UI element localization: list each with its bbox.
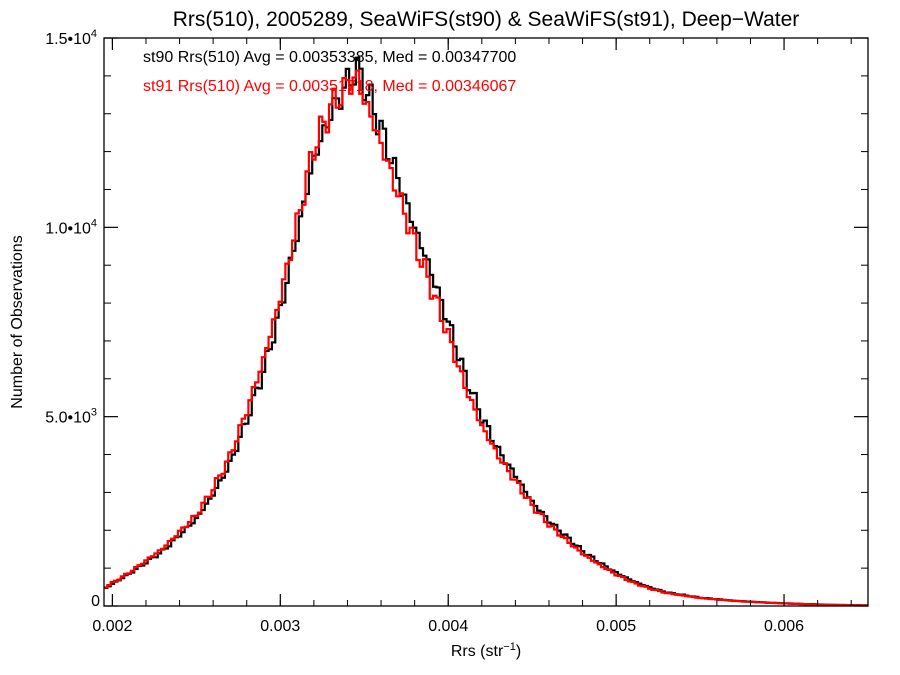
- annotation-st91: st91 Rrs(510) Avg = 0.00351718, Med = 0.…: [143, 78, 516, 95]
- x-tick-label: 0.003: [260, 618, 300, 635]
- tick-layer: 0.002 0.003 0.004 0.005 0.006 0 5.0•103 1.0•104…: [45, 28, 868, 635]
- x-axis-label: Rrs (str−1): [451, 641, 521, 660]
- chart-title: Rrs(510), 2005289, SeaWiFS(st90) & SeaWi…: [173, 8, 800, 31]
- x-axis-label-main: Rrs (str: [451, 643, 504, 660]
- x-tick-label: 0.006: [764, 618, 804, 635]
- series-line-1: [104, 69, 868, 607]
- series-line-0: [104, 56, 868, 607]
- plot-frame: [103, 37, 869, 607]
- y-tick-label: 0: [91, 593, 100, 610]
- y-tick-label: 1.0•104: [45, 217, 97, 237]
- y-axis-label: Number of Observations: [9, 235, 26, 408]
- y-tick-label: 5.0•103: [45, 407, 97, 427]
- x-tick-label: 0.002: [92, 618, 132, 635]
- x-axis-label-close: ): [516, 643, 521, 660]
- x-tick-label: 0.005: [596, 618, 636, 635]
- x-axis-label-sup: −1: [503, 641, 516, 653]
- series-layer: [104, 56, 868, 607]
- y-tick-label: 1.5•104: [45, 28, 97, 48]
- annotation-st90: st90 Rrs(510) Avg = 0.00353385, Med = 0.…: [143, 49, 516, 66]
- x-tick-label: 0.004: [428, 618, 468, 635]
